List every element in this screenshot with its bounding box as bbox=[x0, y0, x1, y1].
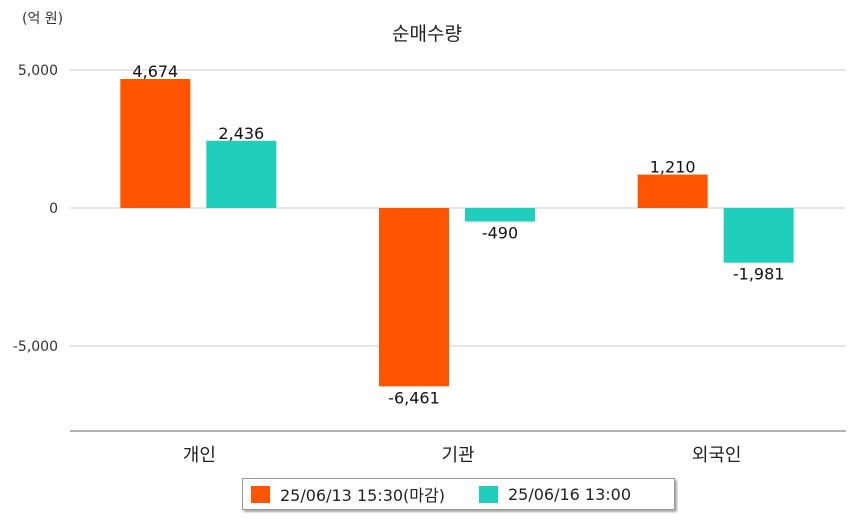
data-label: -1,981 bbox=[733, 265, 785, 284]
legend-swatch-series-2 bbox=[478, 485, 498, 503]
bar bbox=[465, 208, 535, 222]
data-label: 4,674 bbox=[132, 62, 178, 81]
bar bbox=[120, 78, 191, 209]
x-tick-label: 기관 bbox=[441, 445, 474, 466]
chart-legend: 25/06/13 15:30(마감) 25/06/16 13:00 bbox=[242, 478, 675, 510]
legend-label-series-2: 25/06/16 13:00 bbox=[507, 484, 632, 504]
legend-item-series-1[interactable]: 25/06/13 15:30(마감) bbox=[251, 482, 445, 506]
data-label: -6,461 bbox=[388, 388, 440, 407]
x-tick-label: 외국인 bbox=[692, 445, 742, 466]
legend-label-series-1: 25/06/13 15:30(마감) bbox=[280, 486, 445, 505]
bar-chart: 5,000 0 -5,000 개인 4,674 2,436 기관 -6,461 -490 외국인 1… bbox=[13, 62, 846, 466]
chart-title: 순매수량 bbox=[392, 23, 462, 45]
data-label: 1,210 bbox=[650, 158, 696, 177]
y-tick-label: -5,000 bbox=[13, 339, 58, 355]
data-label: -490 bbox=[482, 224, 518, 243]
y-tick-label: 5,000 bbox=[18, 63, 58, 79]
bar bbox=[206, 140, 277, 208]
legend-item-series-2[interactable]: 25/06/16 13:00 bbox=[478, 484, 632, 504]
unit-label: (억 원) bbox=[22, 11, 64, 27]
y-tick-label: 0 bbox=[49, 201, 58, 217]
bar bbox=[379, 208, 449, 387]
bar bbox=[637, 174, 708, 208]
legend-swatch-series-1 bbox=[251, 485, 270, 503]
x-tick-label: 개인 bbox=[183, 445, 216, 466]
bar bbox=[723, 208, 794, 263]
data-label: 2,436 bbox=[218, 124, 264, 143]
